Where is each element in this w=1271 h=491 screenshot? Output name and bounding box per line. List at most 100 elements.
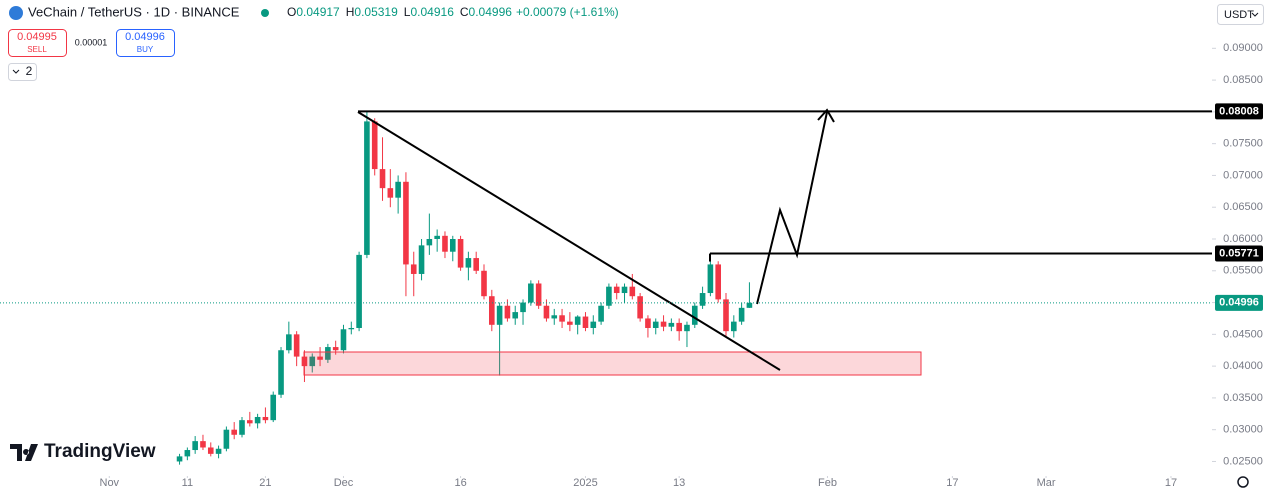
settings-icon[interactable]	[1237, 476, 1249, 488]
candle-body	[582, 316, 589, 328]
x-tick-label: 13	[673, 477, 685, 489]
candle-body	[668, 322, 675, 327]
candle-body	[738, 307, 745, 322]
candle-body	[520, 302, 526, 313]
candle-body	[247, 420, 253, 424]
candle-body	[535, 283, 542, 306]
candle-body	[293, 334, 300, 357]
trend-line	[357, 111, 781, 371]
candle-body	[418, 245, 425, 274]
candle-body	[676, 322, 682, 332]
candle-body	[512, 312, 519, 319]
candle-body	[613, 286, 620, 294]
candle-body	[473, 258, 479, 271]
y-tick-label: 0.04500	[1223, 328, 1263, 340]
candle-body	[707, 264, 714, 294]
ohlc-key: H	[346, 5, 355, 19]
ohlc-values: O0.04917 H0.05319 L0.04916 C0.04996 +0.00079…	[287, 5, 619, 19]
candle-body	[637, 296, 643, 319]
spread: 0.00001	[75, 37, 108, 47]
ohlc-value: 0.05319	[354, 5, 398, 19]
candle-body	[239, 420, 245, 435]
x-tick-label: Feb	[818, 477, 837, 489]
ohlc-key: O	[287, 5, 296, 19]
x-tick-label: Mar	[1037, 477, 1056, 489]
buy-label: BUY	[137, 45, 154, 54]
arrow-head	[817, 108, 835, 123]
candle-body	[606, 286, 612, 306]
currency-select[interactable]	[1217, 4, 1264, 25]
candle-body	[504, 305, 511, 319]
x-tick-label: 17	[946, 477, 958, 489]
candle-body	[699, 293, 706, 306]
candle-body	[410, 264, 417, 274]
candle-body	[231, 429, 237, 435]
candle-body	[496, 305, 503, 325]
candle-body	[567, 321, 573, 325]
y-tick-label: 0.05500	[1223, 265, 1263, 277]
last-price-box	[1215, 294, 1263, 311]
candle-body	[528, 283, 534, 303]
y-tick-label: 0.09000	[1223, 42, 1263, 54]
candle-body	[457, 239, 464, 268]
overlay: 0.04996 0.08008 0.05771	[0, 103, 1263, 311]
x-tick-label: 2025	[573, 477, 597, 489]
candle-body	[379, 169, 386, 189]
x-tick-label: Dec	[334, 477, 354, 489]
candle-body	[278, 350, 284, 395]
candle-body	[645, 318, 651, 328]
y-tick-label: 0.03000	[1223, 424, 1263, 436]
candle-body	[489, 296, 495, 325]
sell-button[interactable]	[8, 29, 67, 57]
candle-body	[574, 316, 581, 325]
candle-body	[325, 347, 331, 360]
candle-body	[317, 356, 323, 360]
candle-body	[691, 305, 698, 325]
buy-button[interactable]	[116, 29, 175, 57]
candle-body	[426, 239, 433, 246]
change: +0.00079 (+1.61%)	[516, 5, 619, 19]
candle-body	[270, 394, 277, 421]
sell-price: 0.04995	[17, 31, 57, 43]
candle-body	[215, 448, 222, 454]
indicators-toggle[interactable]	[8, 63, 37, 81]
candle-body	[598, 305, 604, 322]
x-tick-label: 21	[259, 477, 271, 489]
candle-body	[731, 321, 737, 332]
candle-body	[348, 327, 355, 330]
candle-body	[223, 429, 230, 449]
symbol-icon	[9, 6, 23, 20]
candle-body	[723, 299, 729, 332]
ohlc-value: 0.04916	[410, 5, 454, 19]
candle-body	[629, 286, 636, 297]
candle-body	[403, 181, 409, 265]
y-tick-label: 0.02500	[1223, 455, 1263, 467]
support-zone	[303, 351, 922, 376]
indicators-count: 2	[26, 64, 33, 78]
candle-body	[340, 329, 347, 351]
plot-area: 0.025000.030000.035000.040000.045000.050…	[100, 42, 1263, 489]
candle-body	[395, 181, 401, 198]
candle-body	[442, 235, 448, 252]
ohlc-key: L	[404, 5, 411, 19]
candle-body	[356, 254, 362, 328]
candle-body	[309, 356, 316, 367]
candle-body	[364, 121, 370, 255]
candle-body	[684, 324, 690, 332]
currency: USDT	[1224, 9, 1254, 21]
status-dot	[261, 9, 269, 17]
candle-body	[262, 416, 269, 421]
projection-arrow	[756, 111, 828, 305]
candle-body	[652, 321, 659, 328]
candle-body	[176, 456, 183, 462]
y-tick-label: 0.06000	[1223, 233, 1263, 245]
ohlc-key: C	[460, 5, 469, 19]
buy-price: 0.04996	[125, 31, 165, 43]
candle-body	[371, 121, 378, 170]
candle-body	[192, 441, 198, 451]
branding: TradingView	[44, 441, 156, 462]
symbol-title[interactable]: VeChain / TetherUS · 1D · BINANCE	[28, 4, 240, 19]
candle-body	[449, 239, 456, 252]
candle-body	[715, 264, 721, 300]
